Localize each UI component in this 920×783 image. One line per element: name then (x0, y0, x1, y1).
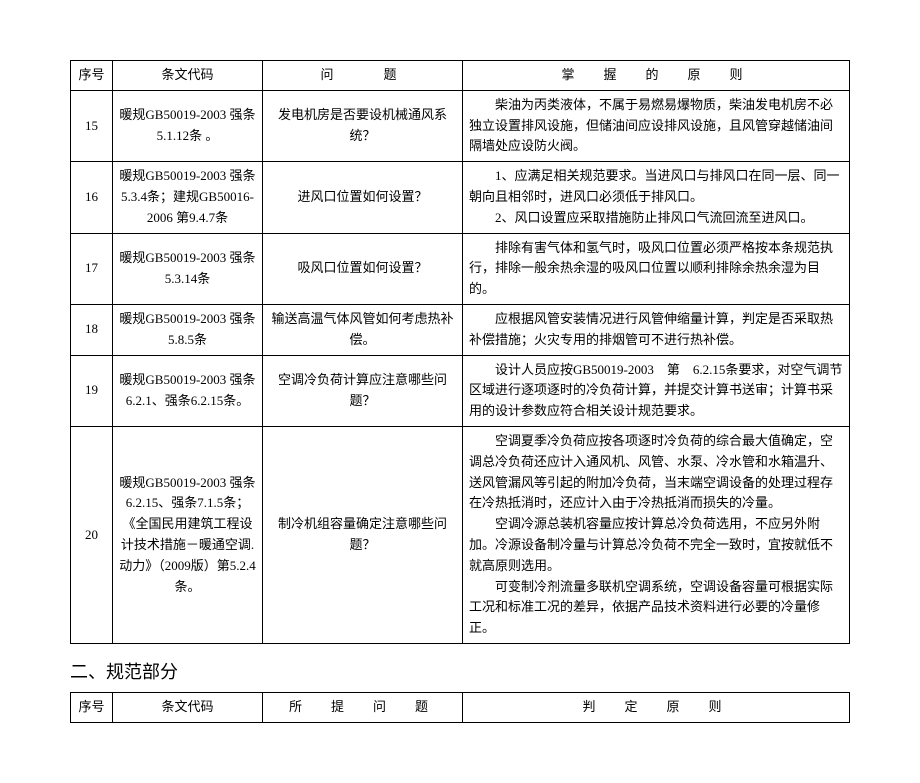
hdr-question: 所 提 问 题 (263, 692, 463, 722)
cell-principle: 应根据风管安装情况进行风管伸缩量计算，判定是否采取热补偿措施；火灾专用的排烟管可… (463, 304, 850, 355)
table-row: 20 暖规GB50019-2003 强条6.2.15、强条7.1.5条；《全国民… (71, 426, 850, 643)
standards-table-1: 序号 条文代码 问 题 掌 握 的 原 则 15 暖规GB50019-2003 … (70, 60, 850, 644)
cell-code: 暖规GB50019-2003 强条5.1.12条 。 (113, 90, 263, 161)
table-row: 19 暖规GB50019-2003 强条6.2.1、强条6.2.15条。 空调冷… (71, 355, 850, 426)
cell-principle: 设计人员应按GB50019-2003 第 6.2.15条要求，对空气调节区域进行… (463, 355, 850, 426)
table-row: 18 暖规GB50019-2003 强条5.8.5条 输送高温气体风管如何考虑热… (71, 304, 850, 355)
cell-seq: 15 (71, 90, 113, 161)
cell-question: 进风口位置如何设置？ (263, 162, 463, 233)
cell-code: 暖规GB50019-2003 强条5.8.5条 (113, 304, 263, 355)
cell-principle: 排除有害气体和氢气时，吸风口位置必须严格按本条规范执行，排除一般余热余湿的吸风口… (463, 233, 850, 304)
cell-question: 制冷机组容量确定注意哪些问题？ (263, 426, 463, 643)
cell-seq: 18 (71, 304, 113, 355)
table-row: 16 暖规GB50019-2003 强条5.3.4条；建规GB50016-200… (71, 162, 850, 233)
cell-code: 暖规GB50019-2003 强条5.3.14条 (113, 233, 263, 304)
cell-seq: 17 (71, 233, 113, 304)
table-row: 15 暖规GB50019-2003 强条5.1.12条 。 发电机房是否要设机械… (71, 90, 850, 161)
cell-principle: 1、应满足相关规范要求。当进风口与排风口在同一层、同一朝向且相邻时，进风口必须低… (463, 162, 850, 233)
hdr-principle: 判 定 原 则 (463, 692, 850, 722)
cell-question: 发电机房是否要设机械通风系统？ (263, 90, 463, 161)
cell-question: 输送高温气体风管如何考虑热补偿。 (263, 304, 463, 355)
hdr-seq: 序号 (71, 692, 113, 722)
cell-question: 空调冷负荷计算应注意哪些问题？ (263, 355, 463, 426)
cell-seq: 19 (71, 355, 113, 426)
cell-seq: 20 (71, 426, 113, 643)
hdr-code: 条文代码 (113, 692, 263, 722)
hdr-seq: 序号 (71, 61, 113, 91)
cell-code: 暖规GB50019-2003 强条6.2.15、强条7.1.5条；《全国民用建筑… (113, 426, 263, 643)
table1-header-row: 序号 条文代码 问 题 掌 握 的 原 则 (71, 61, 850, 91)
hdr-principle: 掌 握 的 原 则 (463, 61, 850, 91)
cell-seq: 16 (71, 162, 113, 233)
section2-title: 二、规范部分 (70, 658, 850, 684)
cell-code: 暖规GB50019-2003 强条6.2.1、强条6.2.15条。 (113, 355, 263, 426)
table1-body: 15 暖规GB50019-2003 强条5.1.12条 。 发电机房是否要设机械… (71, 90, 850, 643)
hdr-question: 问 题 (263, 61, 463, 91)
cell-principle: 柴油为丙类液体，不属于易燃易爆物质，柴油发电机房不必独立设置排风设施，但储油间应… (463, 90, 850, 161)
hdr-code: 条文代码 (113, 61, 263, 91)
cell-principle: 空调夏季冷负荷应按各项逐时冷负荷的综合最大值确定，空调总冷负荷还应计入通风机、风… (463, 426, 850, 643)
cell-code: 暖规GB50019-2003 强条5.3.4条；建规GB50016-2006 第… (113, 162, 263, 233)
table-row: 17 暖规GB50019-2003 强条5.3.14条 吸风口位置如何设置？ 排… (71, 233, 850, 304)
standards-table-2: 序号 条文代码 所 提 问 题 判 定 原 则 (70, 692, 850, 723)
table2-header-row: 序号 条文代码 所 提 问 题 判 定 原 则 (71, 692, 850, 722)
cell-question: 吸风口位置如何设置？ (263, 233, 463, 304)
